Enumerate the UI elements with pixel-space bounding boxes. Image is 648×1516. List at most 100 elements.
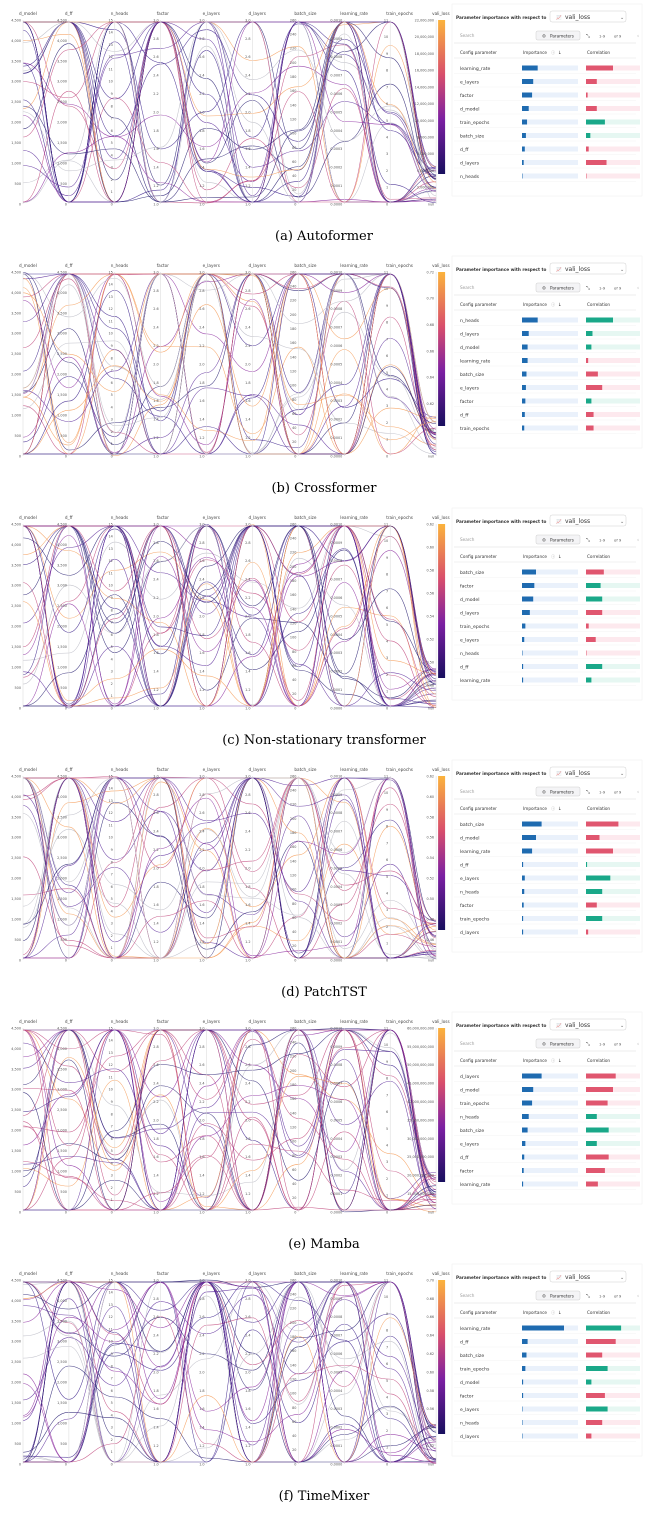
tick-label: 35,000,000,000	[407, 1118, 434, 1122]
series-line	[22, 777, 437, 959]
tick-label: 0.62	[427, 402, 435, 406]
tick-label: 500	[60, 434, 66, 438]
series-line	[22, 1029, 437, 1211]
chart-block-2: d_model d_ff n_heads factor e_layers d_layers…	[11, 255, 643, 496]
tick-label: 1.0	[245, 202, 250, 206]
tick-label: 500	[15, 938, 21, 942]
tick-label: 500	[15, 182, 21, 186]
param-name: e_layers	[460, 80, 480, 86]
pagination-label: 1-9	[599, 34, 606, 39]
tick-label: 2.0	[245, 614, 250, 618]
tick-label: 1	[386, 1446, 388, 1450]
tick-label: 0.66	[427, 1315, 435, 1319]
table-row: d_layers	[454, 610, 640, 619]
series-line	[22, 1281, 437, 1463]
tick-label: 10	[384, 1043, 388, 1047]
correlation-bar	[586, 425, 594, 431]
axis-title-factor: factor	[157, 11, 170, 16]
tick-label: 1,500	[57, 645, 67, 649]
tick-label: 1,500	[11, 393, 21, 397]
correlation-track	[586, 889, 640, 894]
param-name: factor	[460, 584, 474, 590]
param-name: d_model	[460, 597, 480, 603]
tick-label: 3.0	[245, 522, 250, 526]
tick-label: 0.0003	[330, 651, 342, 655]
tick-label: 1.6	[199, 651, 204, 655]
param-name: factor	[460, 903, 474, 909]
tick-label: 12	[108, 307, 112, 311]
correlation-bar	[586, 1127, 609, 1133]
tick-label: 1.8	[199, 1389, 204, 1393]
tick-label: 220	[290, 1307, 296, 1311]
tick-label: 2.2	[245, 848, 250, 852]
correlation-bar	[586, 79, 597, 84]
color-scale	[438, 1280, 446, 1434]
tick-label: 0.62	[427, 774, 435, 778]
tick-label: 20,000,000,000	[407, 1174, 434, 1178]
series-line	[22, 1029, 437, 1211]
importance-bar	[522, 173, 523, 179]
tick-label: 220	[290, 551, 296, 555]
tick-label: 1.8	[245, 885, 250, 889]
series-line	[22, 1029, 437, 1211]
tick-label: 1	[386, 690, 388, 694]
correlation-track	[586, 385, 640, 390]
tick-label: 1.4	[153, 1426, 158, 1430]
tick-label: 10	[108, 80, 112, 84]
tick-label: 500	[60, 686, 66, 690]
correlation-track	[586, 596, 640, 602]
tick-label: 13	[108, 547, 112, 551]
tick-label: 10	[384, 287, 388, 291]
correlation-track	[586, 1168, 640, 1173]
tick-label: 60	[292, 412, 296, 416]
param-name: learning_rate	[460, 359, 491, 365]
chart-caption: (c) Non-stationary transformer	[222, 733, 426, 748]
tick-label: 5	[386, 623, 388, 627]
tick-label: 0.0009	[330, 289, 342, 293]
tick-label: 2.2	[245, 596, 250, 600]
correlation-bar	[586, 146, 589, 152]
metric-select	[549, 766, 627, 779]
tick-label: null	[428, 454, 434, 458]
tick-label: 3	[386, 152, 388, 156]
tick-label: 0	[65, 202, 67, 206]
correlation-bar	[586, 623, 589, 629]
series-line	[22, 525, 437, 708]
tick-label: 4	[111, 1161, 113, 1165]
tick-label: 200	[290, 61, 296, 65]
tick-label: 500	[15, 434, 21, 438]
tick-label: 2,500	[11, 100, 21, 104]
tick-label: 80	[292, 146, 296, 150]
axis-title-batch_size: batch_size	[294, 263, 316, 268]
tick-label: 0.0007	[330, 578, 342, 582]
importance-track	[522, 835, 578, 840]
arrow-down-icon: ↓	[558, 1058, 562, 1064]
correlation-track	[586, 1352, 640, 1358]
correlation-track	[586, 1366, 640, 1371]
tick-label: 9	[386, 1060, 388, 1064]
tick-label: 4	[386, 891, 388, 895]
series-line	[22, 273, 437, 455]
table-row: factor	[454, 398, 640, 407]
axis-title-train_epochs: train_epochs	[386, 11, 413, 16]
expand-icon: ⤡	[586, 34, 590, 40]
importance-track	[522, 358, 578, 363]
series-line	[22, 273, 437, 453]
tick-label: 2.2	[245, 344, 250, 348]
tick-label: 4,000	[11, 39, 21, 43]
tick-label: 15,000,000,000	[407, 1192, 434, 1196]
expand-icon: ⤡	[586, 286, 590, 292]
tick-label: 2,500	[57, 604, 67, 608]
col-importance: Importance	[523, 1310, 547, 1315]
table-row: learning_rate	[454, 1181, 640, 1190]
correlation-bar	[586, 569, 604, 575]
param-name: d_layers	[460, 1434, 480, 1440]
tick-label: 500	[15, 686, 21, 690]
correlation-track	[586, 133, 640, 138]
tick-label: 13	[108, 295, 112, 299]
correlation-bar	[586, 119, 605, 125]
tick-label: 3.0	[199, 1026, 204, 1030]
series-line	[22, 1281, 437, 1463]
chevron-left-icon: ‹	[637, 1294, 639, 1300]
tick-label: 1,500	[57, 897, 67, 901]
